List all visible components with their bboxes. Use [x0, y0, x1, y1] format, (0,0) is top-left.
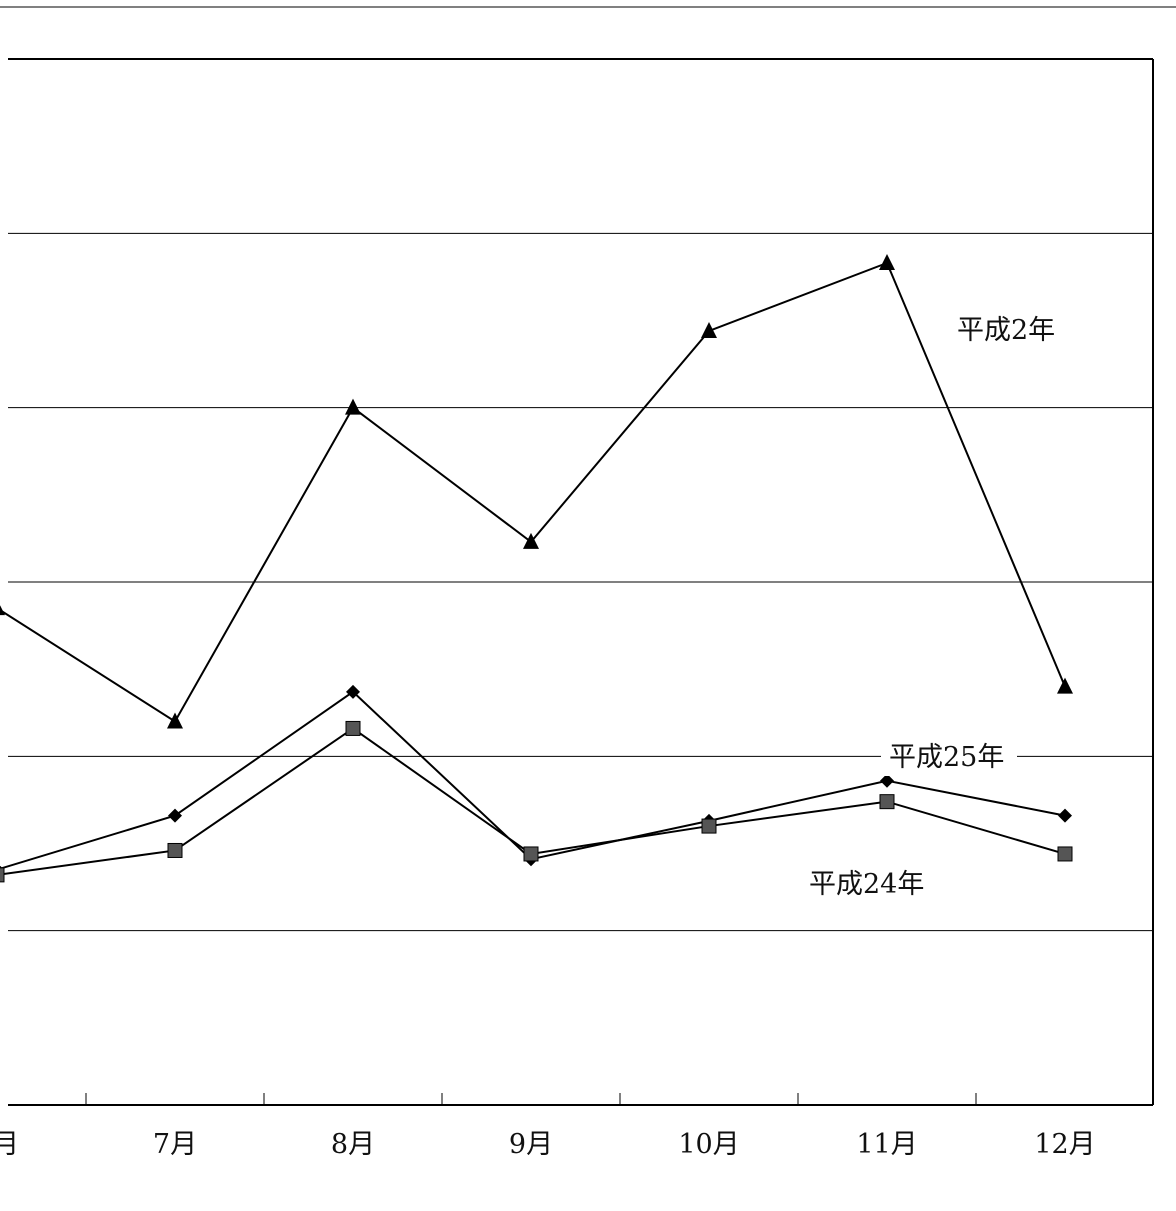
square-marker — [879, 794, 895, 810]
series-label: 平成24年 — [809, 869, 924, 900]
x-axis-labels: 6月 7月 8月 9月 10月 11月 12月 — [0, 1129, 1096, 1160]
square-marker — [1057, 846, 1073, 862]
series-label-background — [881, 738, 1017, 776]
x-tick-label: 7月 — [153, 1129, 197, 1160]
triangle-marker — [167, 712, 183, 729]
series-1 — [0, 253, 1073, 729]
triangle-marker — [523, 532, 539, 549]
x-tick-label: 8月 — [331, 1129, 375, 1160]
x-tick-label: 10月 — [678, 1129, 739, 1160]
triangle-marker — [1057, 677, 1073, 694]
diamond-marker — [346, 684, 360, 699]
square-marker — [523, 846, 539, 862]
square-marker — [345, 720, 361, 736]
series-3 — [0, 720, 1073, 883]
x-tick-label: 9月 — [509, 1129, 553, 1160]
triangle-marker — [701, 321, 717, 338]
gridlines — [8, 232, 1153, 932]
square-marker — [701, 818, 717, 834]
x-axis-ticks — [85, 1093, 977, 1105]
series-label: 平成25年 — [889, 742, 1004, 773]
series-line — [0, 261, 1066, 723]
series-group — [0, 253, 1073, 883]
series-label: 平成2年 — [957, 315, 1055, 346]
diamond-marker — [880, 773, 894, 788]
diamond-marker — [1058, 808, 1072, 823]
triangle-marker — [345, 398, 361, 415]
x-tick-label: 6月 — [0, 1129, 19, 1160]
triangle-marker — [879, 253, 895, 270]
square-marker — [167, 842, 183, 858]
x-tick-label: 11月 — [856, 1129, 917, 1160]
series-line — [0, 690, 1066, 870]
x-tick-label: 12月 — [1034, 1129, 1095, 1160]
diamond-marker — [168, 808, 182, 823]
square-marker — [0, 867, 5, 883]
triangle-marker — [0, 605, 5, 616]
